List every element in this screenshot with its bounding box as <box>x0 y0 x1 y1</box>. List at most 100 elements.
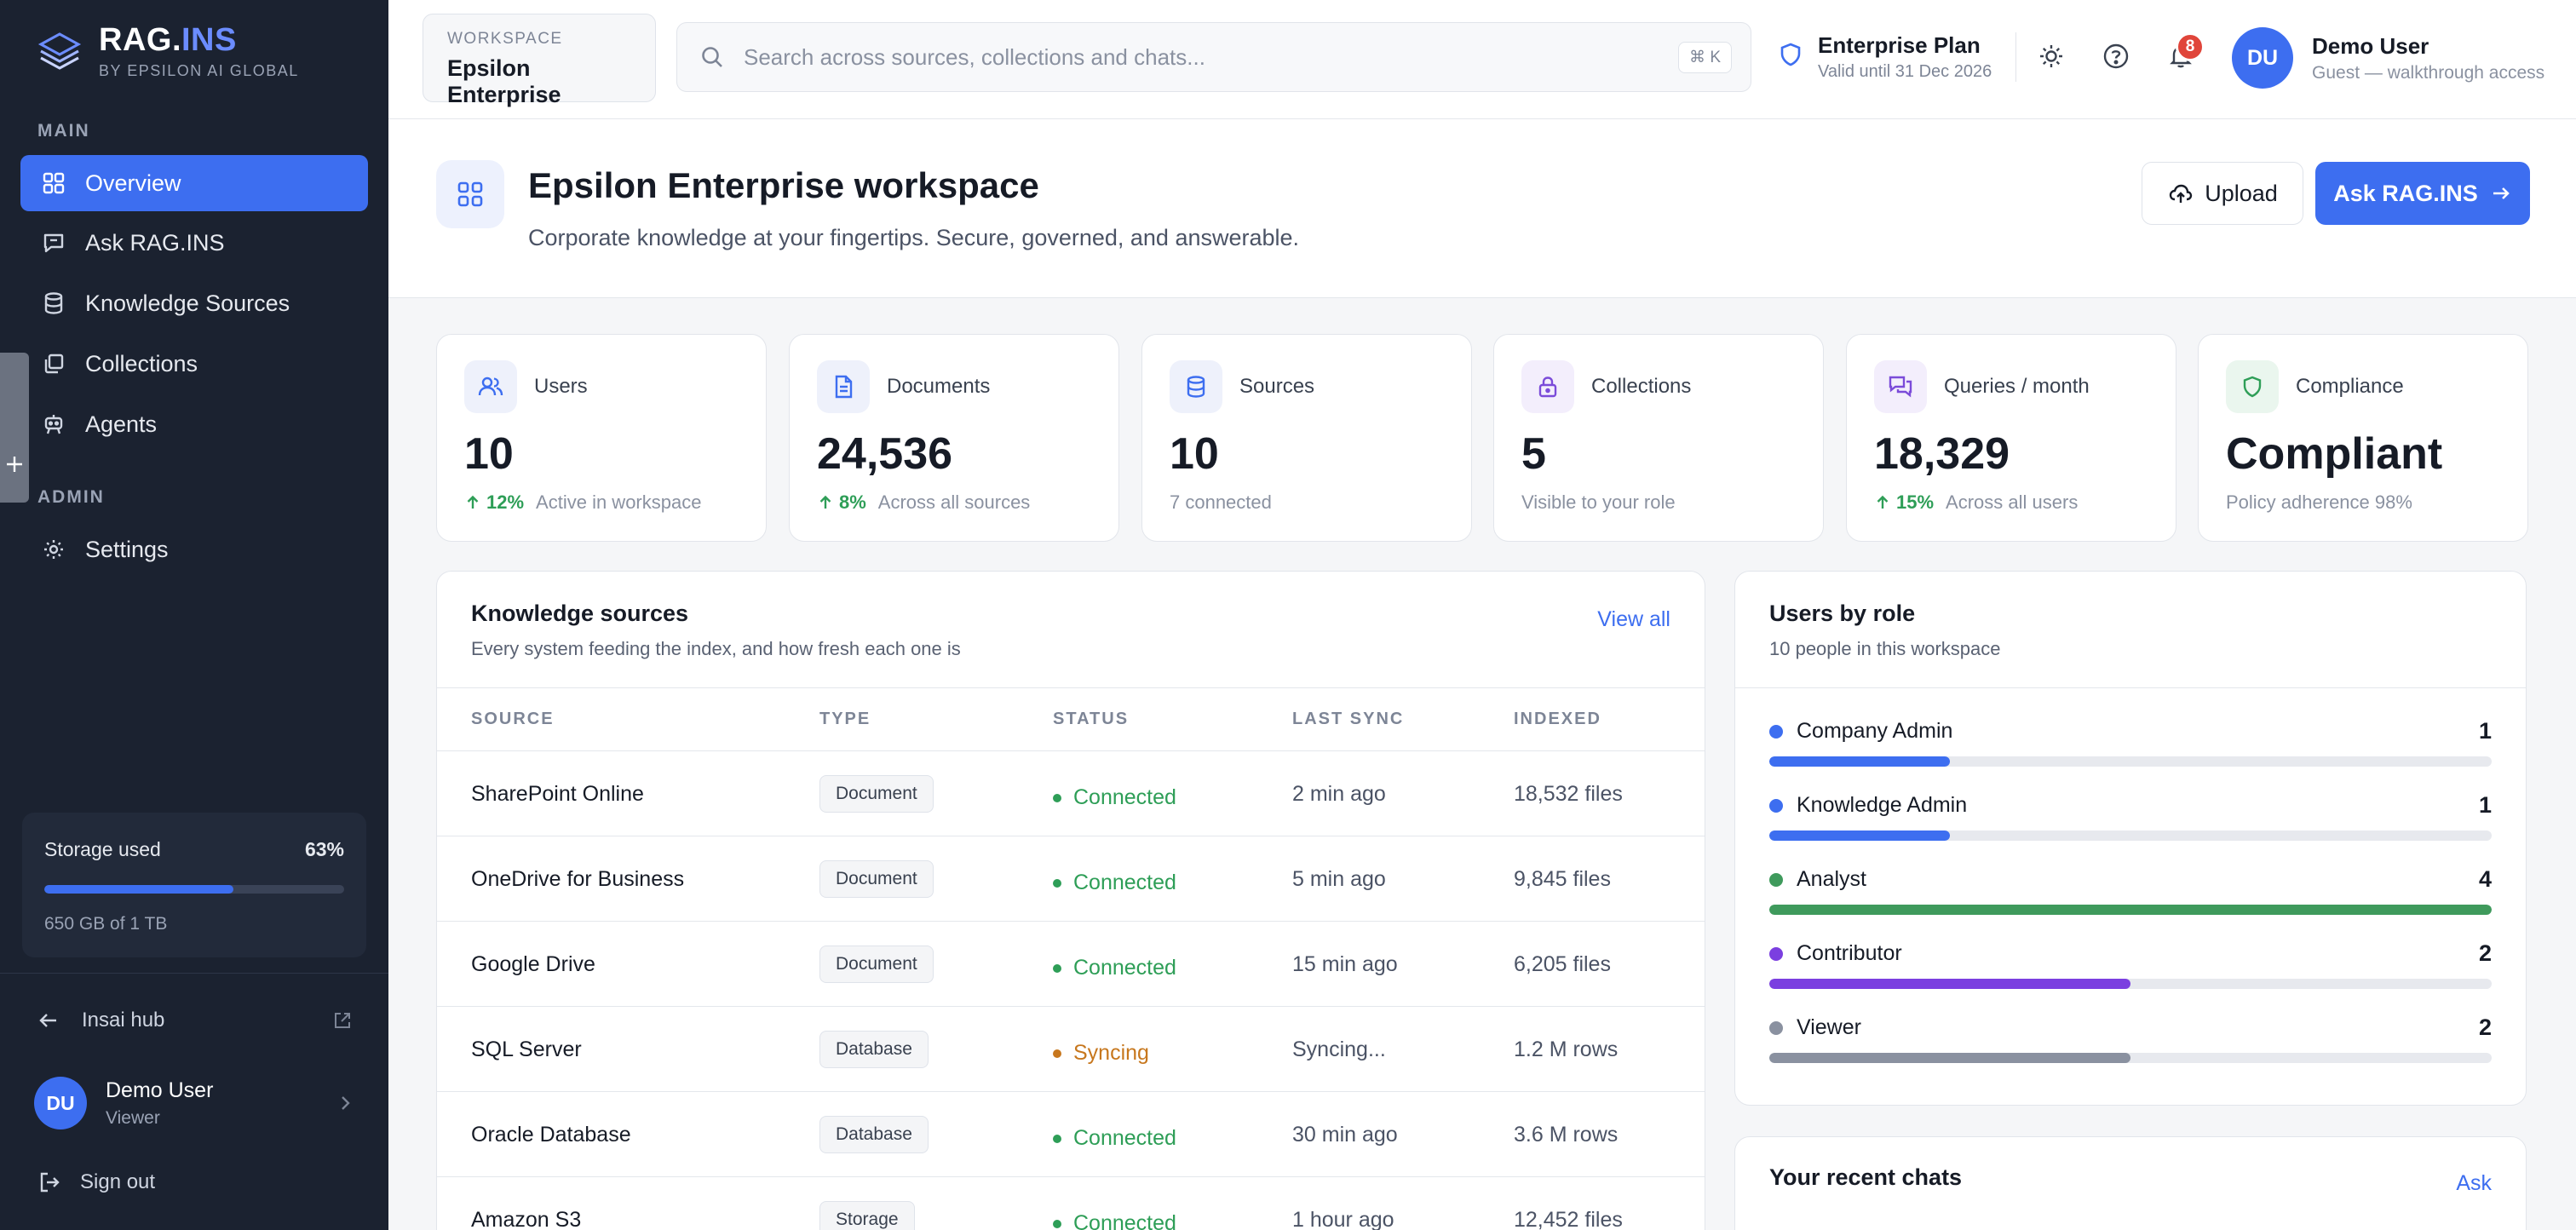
user-name: Demo User <box>2312 32 2429 59</box>
role-name: Knowledge Admin <box>1797 793 1968 817</box>
workspace-name: Epsilon Enterprise <box>447 55 561 107</box>
database-icon <box>1170 360 1222 413</box>
column-header-indexed[interactable]: INDEXED <box>1514 710 1601 728</box>
search-shortcut: ⌘ K <box>1678 41 1732 73</box>
status-dot <box>1053 963 1061 973</box>
users-by-role-card: Users by role 10 people in this workspac… <box>1734 571 2527 1106</box>
stat-card-sources[interactable]: Sources 10 7 connected <box>1141 334 1472 542</box>
status-badge: Connected <box>1053 785 1176 810</box>
status-text: Connected <box>1073 1126 1176 1150</box>
card-subtitle: Every system feeding the index, and how … <box>471 638 961 659</box>
brand-logo[interactable]: RAG.INS BY EPSILON AI GLOBAL <box>34 22 299 80</box>
external-link-icon <box>335 1013 350 1028</box>
role-name: Viewer <box>1797 1015 1861 1039</box>
storage-progress-fill <box>44 885 233 894</box>
plan-status[interactable]: Enterprise Plan Valid until 31 Dec 2026 <box>1777 32 1992 82</box>
upload-button[interactable]: Upload <box>2142 162 2303 225</box>
layers-logo-icon <box>37 32 82 70</box>
stat-value: 10 <box>1170 429 1219 479</box>
notification-count-badge: 8 <box>2176 32 2205 61</box>
avatar: DU <box>34 1077 87 1129</box>
sidebar-item-collections[interactable]: Collections <box>20 336 368 392</box>
sidebar-user-role: Viewer <box>106 1107 160 1128</box>
table-row[interactable]: Amazon S3 Storage Connected 1 hour ago 1… <box>437 1176 1705 1230</box>
chat-icon <box>39 228 68 257</box>
role-color-dot <box>1769 1020 1783 1035</box>
sidebar-item-overview[interactable]: Overview <box>20 155 368 211</box>
column-header-source[interactable]: SOURCE <box>471 710 555 728</box>
user-menu[interactable]: DU Demo User Guest — walkthrough access <box>2232 27 2544 89</box>
stat-note: Visible to your role <box>1521 491 1676 513</box>
recent-chats-card: Your recent chats Ask <box>1734 1136 2527 1230</box>
sidebar-item-label: Collections <box>85 350 198 376</box>
stat-value: 18,329 <box>1874 429 2010 479</box>
stat-note: Across all users <box>1946 491 2079 513</box>
chevron-right-icon <box>342 1096 350 1110</box>
sign-out-button[interactable]: Sign out <box>37 1170 155 1194</box>
indexed-count: 9,845 files <box>1514 867 1611 891</box>
stat-value: Compliant <box>2226 429 2443 479</box>
indexed-count: 18,532 files <box>1514 782 1623 806</box>
insai-hub-link[interactable]: Insai hub <box>37 1009 353 1032</box>
role-count: 1 <box>2478 718 2492 744</box>
stat-value: 5 <box>1521 429 1546 479</box>
sidebar-item-knowledge-sources[interactable]: Knowledge Sources <box>20 275 368 331</box>
theme-toggle-button[interactable] <box>2033 37 2070 75</box>
sidebar-item-label: Agents <box>85 411 158 437</box>
stat-card-compliance[interactable]: Compliance Compliant Policy adherence 98… <box>2198 334 2528 542</box>
sidebar-user-menu[interactable]: DU Demo User Viewer <box>34 1077 354 1129</box>
sidebar-item-agents[interactable]: Agents <box>20 396 368 452</box>
role-count: 4 <box>2478 866 2492 892</box>
card-divider <box>1735 687 2526 688</box>
status-text: Connected <box>1073 1211 1176 1230</box>
role-progress-bar <box>1769 979 2492 989</box>
status-badge: Connected <box>1053 871 1176 895</box>
stat-note: Active in workspace <box>536 491 702 513</box>
workspace-switcher[interactable]: WORKSPACE Epsilon Enterprise <box>423 14 656 107</box>
table-row[interactable]: Oracle Database Database Connected 30 mi… <box>437 1091 1705 1176</box>
storage-label: Storage used <box>44 838 161 860</box>
stat-label: Sources <box>1239 375 1315 398</box>
insai-hub-label: Insai hub <box>82 1009 165 1032</box>
table-row[interactable]: Google Drive Document Connected 15 min a… <box>437 921 1705 1006</box>
storage-card: Storage used 63% 650 GB of 1 TB <box>22 813 366 957</box>
role-progress-bar <box>1769 831 2492 841</box>
ask-link[interactable]: Ask <box>2456 1171 2492 1195</box>
brand-name: RAG.INS <box>99 22 237 58</box>
table-row[interactable]: SharePoint Online Document Connected 2 m… <box>437 750 1705 836</box>
table-row[interactable]: OneDrive for Business Document Connected… <box>437 836 1705 921</box>
column-header-last-sync[interactable]: LAST SYNC <box>1292 710 1405 728</box>
column-header-type[interactable]: TYPE <box>819 710 871 728</box>
table-row[interactable]: SQL Server Database Syncing Syncing... 1… <box>437 1006 1705 1091</box>
stat-card-collections[interactable]: Collections 5 Visible to your role <box>1493 334 1824 542</box>
stat-card-queries[interactable]: Queries / month 18,329 15% Across all us… <box>1846 334 2176 542</box>
type-tag: Document <box>819 945 934 983</box>
help-button[interactable] <box>2097 37 2135 75</box>
search-bar[interactable]: ⌘ K <box>676 22 1751 92</box>
plan-validity: Valid until 31 Dec 2026 <box>1818 62 1992 81</box>
stat-label: Queries / month <box>1944 375 2090 398</box>
sidebar-item-settings[interactable]: Settings <box>20 521 368 578</box>
stat-card-documents[interactable]: Documents 24,536 8% Across all sources <box>789 334 1119 542</box>
arrow-right-icon <box>2493 187 2510 199</box>
card-title: Your recent chats <box>1769 1164 1963 1190</box>
arrow-left-icon <box>39 1014 56 1027</box>
stat-card-users[interactable]: Users 10 12% Active in workspace <box>436 334 767 542</box>
sidebar-item-ask[interactable]: Ask RAG.INS <box>20 215 368 271</box>
view-all-link[interactable]: View all <box>1597 607 1670 631</box>
last-sync: 30 min ago <box>1292 1123 1398 1147</box>
stat-note: Across all sources <box>877 491 1031 513</box>
gear-icon <box>39 535 68 564</box>
section-label-main: MAIN <box>37 121 90 141</box>
search-input[interactable] <box>744 43 1679 71</box>
role-row: Analyst 4 <box>1769 866 2492 915</box>
sidebar-divider <box>0 973 388 974</box>
stat-value: 24,536 <box>817 429 953 479</box>
sun-icon <box>2040 45 2062 67</box>
ask-ragins-button[interactable]: Ask RAG.INS <box>2315 162 2530 225</box>
sidebar-item-label: Knowledge Sources <box>85 290 290 316</box>
card-subtitle: 10 people in this workspace <box>1769 638 2001 659</box>
column-header-status[interactable]: STATUS <box>1053 710 1130 728</box>
sidebar-collapse-handle[interactable] <box>0 353 29 503</box>
trend-up-indicator: 15% <box>1874 491 1934 514</box>
